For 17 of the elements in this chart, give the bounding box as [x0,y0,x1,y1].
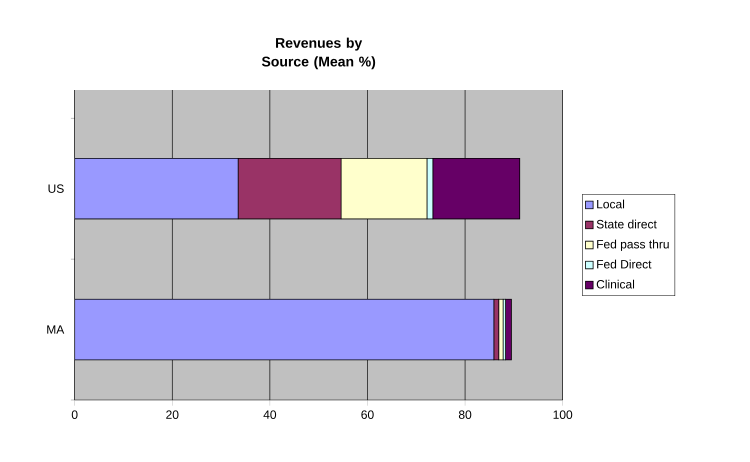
x-tick-label: 0 [72,410,78,419]
x-tick-label: 20 [166,410,178,419]
legend-label: Local [597,200,624,208]
bar [74,158,239,220]
x-tick-label: 80 [458,410,472,419]
y-tick-label: US [48,184,64,193]
bar [505,298,512,360]
x-tick-label: 40 [263,410,276,419]
legend-label: Fed pass thru [597,240,669,251]
chart-title: Revenues by Source (Mean %) [262,38,376,70]
legend-label: Clinical [596,280,634,289]
bar [74,298,494,360]
legend-label: Fed Direct [597,260,652,269]
y-tick-label: MA [47,325,64,334]
legend-label: State direct [596,220,657,228]
x-tick-label: 60 [361,410,374,419]
x-tick-label: 100 [554,410,572,419]
